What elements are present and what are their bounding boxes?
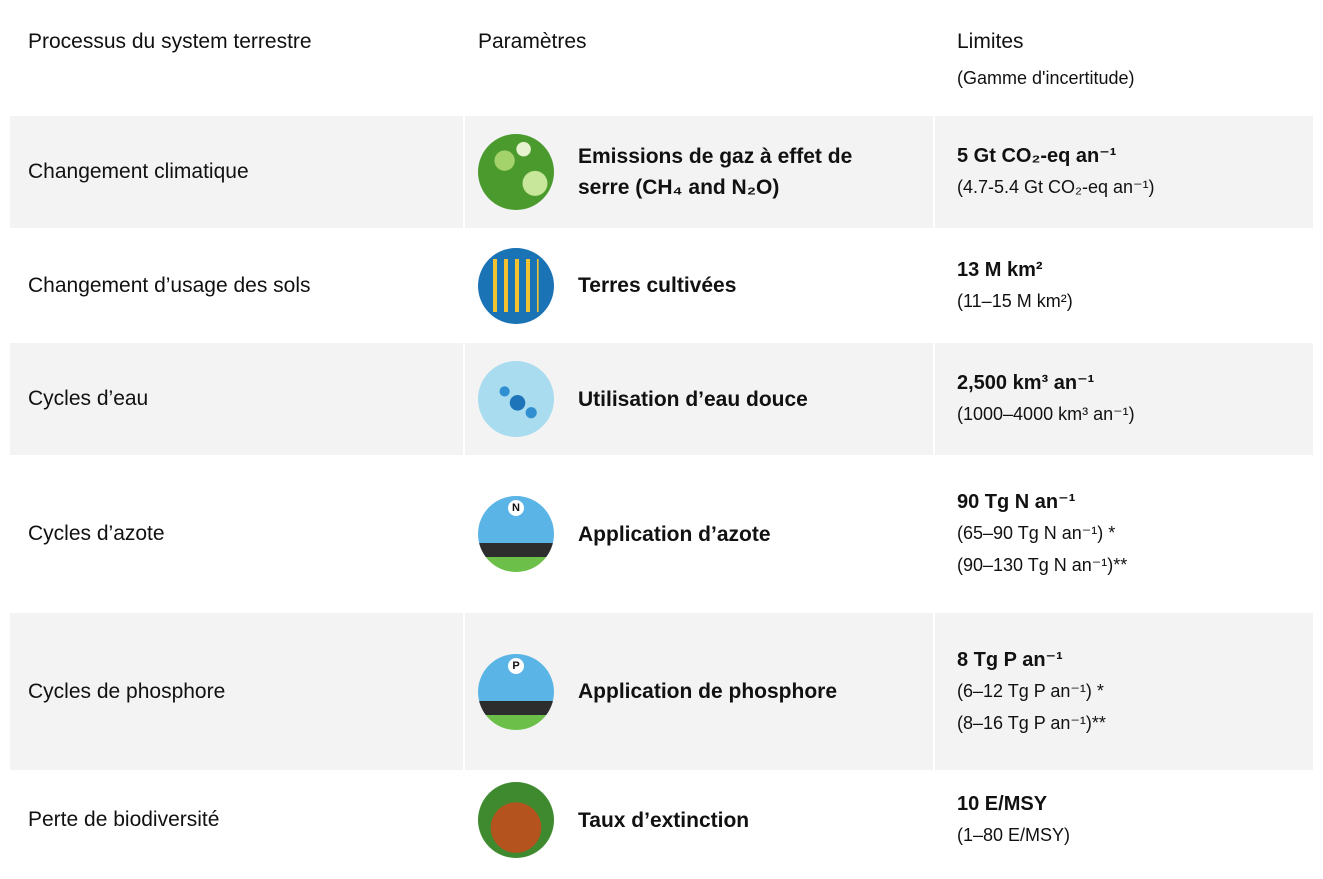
limit-range: (11–15 M km²) (957, 285, 1073, 317)
parameter-icon (478, 248, 554, 324)
limit-range: (65–90 Tg N an⁻¹) * (957, 517, 1115, 549)
parameter-text: Utilisation d’eau douce (578, 384, 898, 415)
table-row: Changement d’usage des sols Terres cultiv… (10, 228, 1313, 343)
header-cell: Processus du system terrestre (10, 8, 465, 116)
limit-range: (8–16 Tg P an⁻¹)** (957, 707, 1106, 739)
limit-cell: 2,500 km³ an⁻¹(1000–4000 km³ an⁻¹) (935, 343, 1313, 455)
limit-value: 8 Tg P an⁻¹ (957, 645, 1063, 675)
table: Processus du system terrestre Paramètres… (10, 8, 1313, 870)
limit-range: (4.7-5.4 Gt CO₂-eq an⁻¹) (957, 171, 1155, 203)
limit-range: (1000–4000 km³ an⁻¹) (957, 398, 1135, 430)
parameter-text: Application de phosphore (578, 676, 898, 707)
parameter-cell: Utilisation d’eau douce (465, 343, 935, 455)
parameter-text: Terres cultivées (578, 270, 898, 301)
limit-value: 2,500 km³ an⁻¹ (957, 368, 1094, 398)
limit-range: (1–80 E/MSY) (957, 819, 1070, 851)
parameter-icon (478, 782, 554, 858)
header-row: Processus du system terrestre Paramètres… (10, 8, 1313, 116)
limit-cell: 5 Gt CO₂-eq an⁻¹(4.7-5.4 Gt CO₂-eq an⁻¹) (935, 116, 1313, 228)
limit-cell: 90 Tg N an⁻¹(65–90 Tg N an⁻¹) *(90–130 T… (935, 455, 1313, 613)
process-cell: Perte de biodiversité (10, 770, 465, 870)
table-row: Cycles d’azote N Application d’azote 90 Tg … (10, 455, 1313, 613)
table-row: Cycles de phosphore P Application de phosp… (10, 613, 1313, 770)
parameter-text: Emissions de gaz à effet de serre (CH₄ a… (578, 141, 898, 203)
icon-badge: N (508, 500, 524, 516)
process-cell: Cycles de phosphore (10, 613, 465, 770)
limit-value: 13 M km² (957, 255, 1043, 285)
parameter-cell: P Application de phosphore (465, 613, 935, 770)
process-cell: Cycles d’eau (10, 343, 465, 455)
limit-value: 5 Gt CO₂-eq an⁻¹ (957, 141, 1116, 171)
header-text: Limites (957, 30, 1024, 54)
header-subtext: (Gamme d'incertitude) (957, 62, 1135, 94)
parameter-cell: Terres cultivées (465, 228, 935, 343)
process-cell: Changement d’usage des sols (10, 228, 465, 343)
icon-badge: P (508, 658, 524, 674)
limit-range: (6–12 Tg P an⁻¹) * (957, 675, 1104, 707)
parameter-text: Taux d’extinction (578, 805, 898, 836)
limit-cell: 10 E/MSY(1–80 E/MSY) (935, 770, 1313, 870)
parameter-icon (478, 134, 554, 210)
parameter-icon (478, 361, 554, 437)
parameter-icon: P (478, 654, 554, 730)
parameter-cell: Taux d’extinction (465, 770, 935, 870)
table-row: Perte de biodiversité Taux d’extinction 10… (10, 770, 1313, 870)
process-cell: Changement climatique (10, 116, 465, 228)
header-cell: Limites (Gamme d'incertitude) (935, 8, 1313, 116)
parameter-text: Application d’azote (578, 519, 898, 550)
parameter-cell: Emissions de gaz à effet de serre (CH₄ a… (465, 116, 935, 228)
limit-cell: 8 Tg P an⁻¹(6–12 Tg P an⁻¹) *(8–16 Tg P … (935, 613, 1313, 770)
table-row: Changement climatique Emissions de gaz à … (10, 116, 1313, 228)
limit-range: (90–130 Tg N an⁻¹)** (957, 549, 1127, 581)
limit-cell: 13 M km²(11–15 M km²) (935, 228, 1313, 343)
header-cell: Paramètres (465, 8, 935, 116)
parameter-cell: N Application d’azote (465, 455, 935, 613)
process-cell: Cycles d’azote (10, 455, 465, 613)
limit-value: 10 E/MSY (957, 789, 1047, 819)
parameter-icon: N (478, 496, 554, 572)
table-row: Cycles d’eau Utilisation d’eau douce 2,500… (10, 343, 1313, 455)
limit-value: 90 Tg N an⁻¹ (957, 487, 1075, 517)
